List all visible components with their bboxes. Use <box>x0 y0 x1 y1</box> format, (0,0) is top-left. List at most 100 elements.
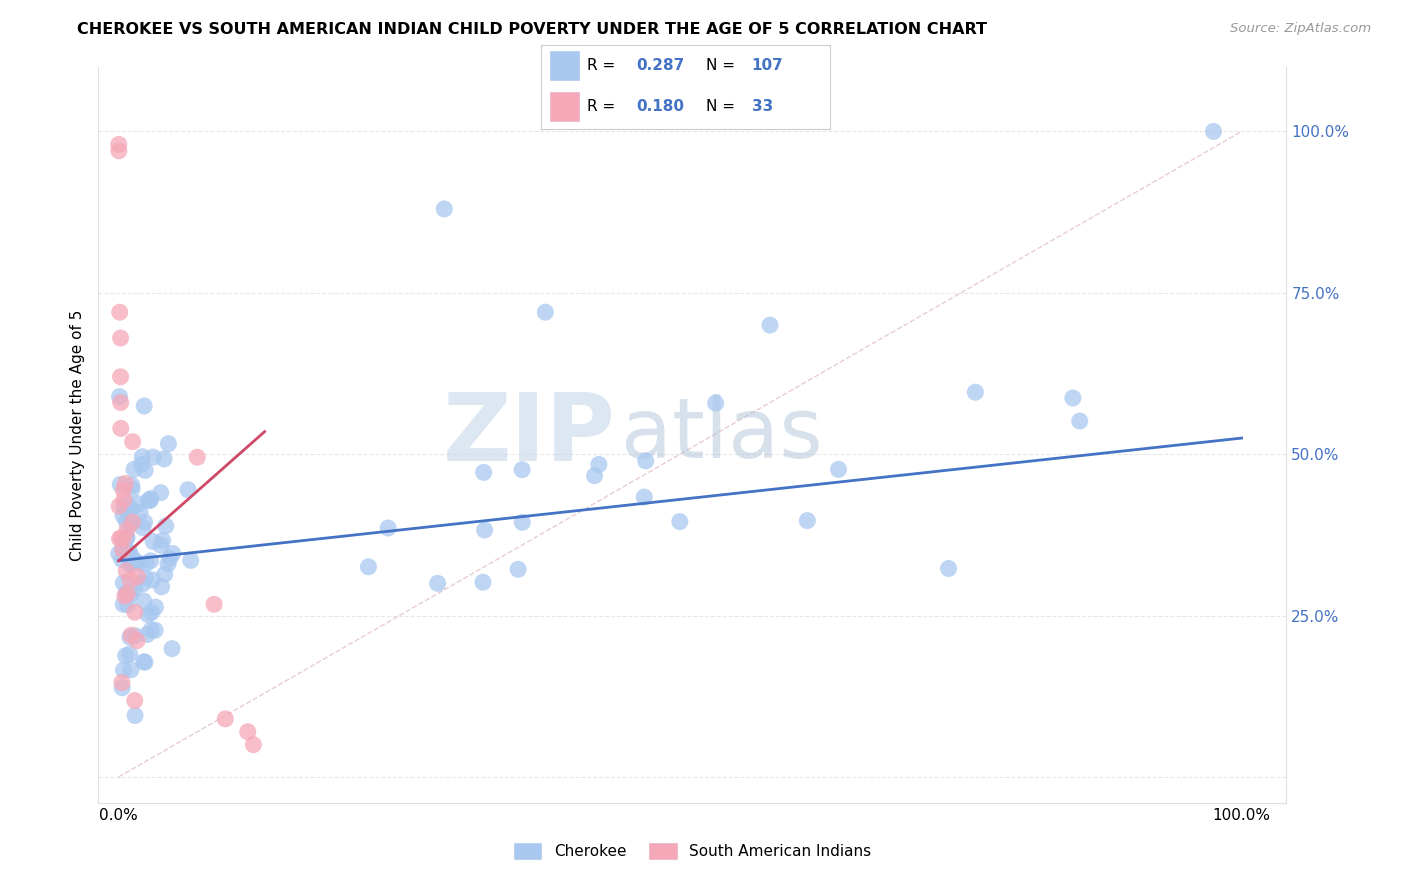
Point <box>149 485 172 500</box>
Point <box>112 539 135 553</box>
Point <box>162 547 184 561</box>
Point <box>112 597 135 611</box>
Point <box>965 385 987 400</box>
Point <box>145 600 167 615</box>
Point <box>633 490 655 504</box>
Point <box>139 493 162 508</box>
Point <box>186 450 208 465</box>
Point <box>115 564 138 578</box>
Point <box>141 606 163 620</box>
Point <box>136 607 159 622</box>
Text: CHEROKEE VS SOUTH AMERICAN INDIAN CHILD POVERTY UNDER THE AGE OF 5 CORRELATION C: CHEROKEE VS SOUTH AMERICAN INDIAN CHILD … <box>77 22 987 37</box>
Point <box>583 468 606 483</box>
Point <box>122 552 145 566</box>
Text: R =: R = <box>588 99 620 114</box>
Point <box>132 576 155 591</box>
Point <box>115 532 138 546</box>
Point <box>132 594 155 608</box>
Point <box>111 681 134 695</box>
Text: 0.287: 0.287 <box>637 58 685 73</box>
Point <box>510 516 533 530</box>
Point <box>136 627 159 641</box>
Point <box>120 549 142 564</box>
Point <box>124 582 146 596</box>
Point <box>138 493 160 508</box>
Point <box>120 574 142 588</box>
Point <box>156 557 179 571</box>
Point <box>120 663 142 677</box>
Point <box>134 399 156 413</box>
Point <box>135 557 157 571</box>
Point <box>796 514 818 528</box>
Point <box>108 532 131 546</box>
Point <box>472 466 495 480</box>
Point <box>121 515 143 529</box>
Point <box>115 515 138 529</box>
Point <box>131 458 153 472</box>
Point <box>357 559 380 574</box>
Point <box>111 552 134 566</box>
Point <box>474 523 496 537</box>
Point <box>180 553 202 567</box>
Point <box>588 458 610 472</box>
Point <box>108 305 131 319</box>
Point <box>534 305 557 319</box>
Point <box>118 503 141 517</box>
Point <box>125 555 148 569</box>
Point <box>127 633 149 648</box>
Bar <box>550 52 579 80</box>
Point <box>108 499 131 513</box>
Point <box>377 521 399 535</box>
Point <box>114 648 136 663</box>
Point <box>117 598 139 612</box>
Point <box>112 500 135 514</box>
Point <box>108 144 131 158</box>
Y-axis label: Child Poverty Under the Age of 5: Child Poverty Under the Age of 5 <box>70 310 86 560</box>
Point <box>121 434 143 449</box>
Point <box>152 533 174 548</box>
Point <box>110 331 132 345</box>
Point <box>120 628 142 642</box>
Point <box>120 557 142 571</box>
Point <box>127 569 149 583</box>
Point <box>510 463 533 477</box>
Point <box>202 597 225 611</box>
Point <box>120 549 142 564</box>
Text: R =: R = <box>588 58 620 73</box>
Point <box>120 558 142 572</box>
Point <box>704 396 727 410</box>
Point <box>117 587 139 601</box>
Point <box>122 462 145 476</box>
Point <box>1202 124 1225 138</box>
Point <box>157 436 180 450</box>
Point <box>131 450 153 464</box>
Point <box>150 580 173 594</box>
Point <box>110 477 132 491</box>
Point <box>121 482 143 496</box>
Point <box>121 516 143 530</box>
Point <box>114 476 136 491</box>
Point <box>1069 414 1091 428</box>
Point <box>214 712 236 726</box>
Point <box>115 586 138 600</box>
Point <box>159 551 181 566</box>
Point <box>129 506 152 520</box>
Text: atlas: atlas <box>621 394 823 475</box>
Text: 33: 33 <box>752 99 773 114</box>
Point <box>127 556 149 570</box>
Point <box>118 630 141 644</box>
Point <box>634 454 657 468</box>
Point <box>142 534 165 549</box>
Point <box>111 541 134 555</box>
Point <box>139 491 162 506</box>
Text: 0.180: 0.180 <box>637 99 685 114</box>
Point <box>112 508 135 523</box>
Text: Source: ZipAtlas.com: Source: ZipAtlas.com <box>1230 22 1371 36</box>
Point <box>112 530 135 544</box>
Point <box>110 531 132 545</box>
Point <box>433 202 456 216</box>
Point <box>121 502 143 516</box>
Point <box>108 390 131 404</box>
Point <box>236 724 259 739</box>
Point <box>124 693 146 707</box>
